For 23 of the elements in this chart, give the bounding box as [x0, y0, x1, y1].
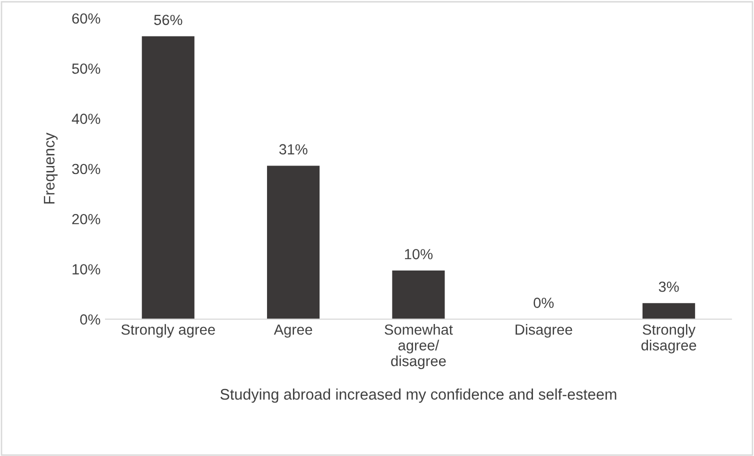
data-label: 10% — [404, 249, 433, 260]
bar — [642, 303, 696, 320]
x-tick-label: Strongly disagree — [641, 324, 696, 354]
y-tick-label: 20% — [72, 214, 100, 224]
y-tick-label: 10% — [72, 264, 100, 274]
x-tick-label: Disagree — [516, 324, 572, 338]
data-label: 31% — [279, 144, 308, 154]
bar — [392, 270, 445, 320]
x-axis-title: Studying abroad increased my confidence and self-esteem — [220, 388, 616, 403]
bar — [142, 36, 194, 320]
y-tick-label: 60% — [72, 13, 100, 24]
y-axis-title: Frequency — [44, 132, 58, 204]
data-label: 56% — [154, 14, 182, 26]
y-tick-label: 0% — [80, 314, 100, 325]
y-tick-label: 40% — [72, 114, 100, 124]
bar — [267, 166, 320, 320]
x-tick-label: Somewhat agree/ disagree — [384, 324, 453, 370]
y-tick-label: 30% — [72, 164, 100, 174]
data-label: 0% — [534, 298, 554, 308]
data-label: 3% — [658, 282, 679, 292]
y-tick-label: 50% — [72, 64, 100, 74]
x-tick-label: Agree — [274, 324, 312, 338]
x-tick-label: Strongly agree — [121, 324, 215, 338]
